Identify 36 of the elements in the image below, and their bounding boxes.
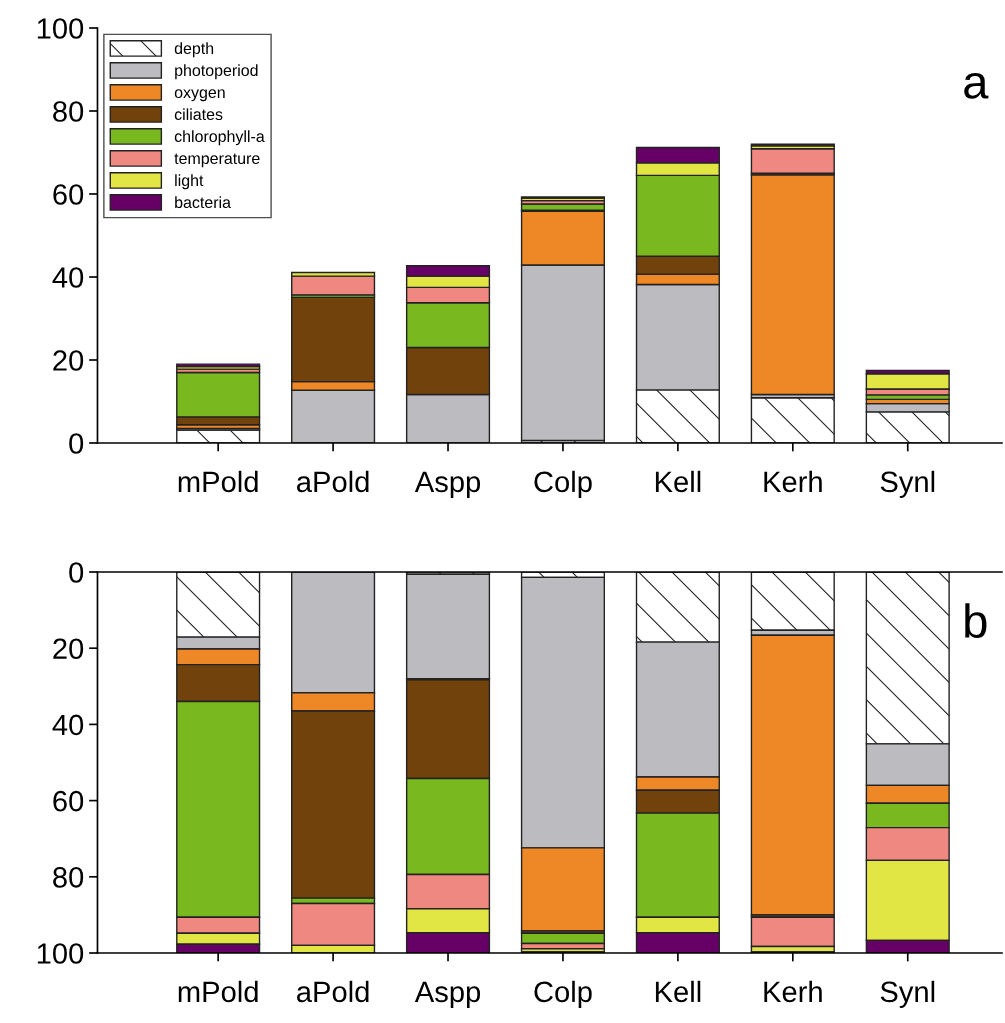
y-tick-label: 40 <box>52 267 84 288</box>
y-tick-label: 80 <box>53 867 84 888</box>
legend-label: ciliates <box>174 108 223 121</box>
x-tick-label: Synl <box>880 470 935 498</box>
annotation: b <box>965 603 987 639</box>
y-tick-label: 0 <box>69 562 84 583</box>
legend-label: photoperiod <box>175 64 258 80</box>
legend-label: temperature <box>174 153 260 168</box>
annotation: a <box>964 72 989 99</box>
x-tick-label: Aspp <box>414 981 481 1008</box>
legend-label: light <box>175 174 204 190</box>
legend-label: oxygen <box>174 89 225 102</box>
x-tick-label: aPold <box>297 470 369 493</box>
x-tick-label: Kerh <box>764 980 822 1003</box>
y-tick-label: 40 <box>52 714 84 736</box>
y-tick-label: 20 <box>53 350 84 371</box>
y-tick-label: 0 <box>69 433 84 454</box>
x-tick-label: Colp <box>534 470 592 498</box>
x-tick-label: Kell <box>655 980 701 1003</box>
y-tick-label: 60 <box>53 790 84 812</box>
y-tick-label: 100 <box>37 18 84 39</box>
x-tick-label: Aspp <box>414 471 481 498</box>
x-tick-label: Kerh <box>764 470 822 493</box>
x-tick-label: Kell <box>655 470 701 493</box>
x-tick-label: Colp <box>534 980 592 1008</box>
y-tick-label: 20 <box>53 638 84 660</box>
y-tick-label: 100 <box>37 943 84 964</box>
y-tick-label: 80 <box>53 101 84 122</box>
x-tick-label: mPold <box>178 470 258 493</box>
legend-label: depth <box>174 42 214 58</box>
legend-label: bacteria <box>175 196 231 209</box>
y-tick-label: 60 <box>53 184 84 205</box>
legend-label: chlorophyll-a <box>174 130 265 146</box>
x-tick-label: Synl <box>880 980 935 1008</box>
x-tick-label: aPold <box>297 980 369 1003</box>
x-tick-label: mPold <box>178 980 258 1003</box>
